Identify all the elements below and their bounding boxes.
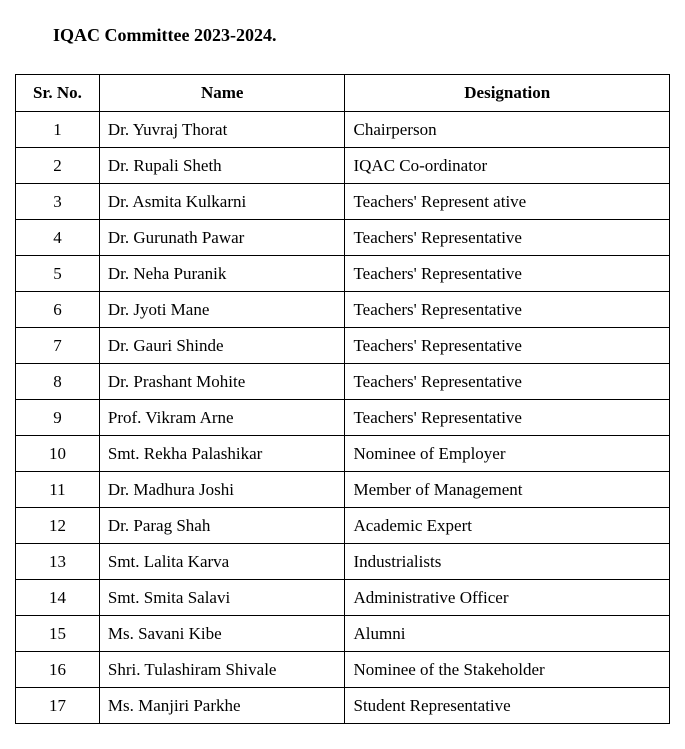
cell-name: Dr. Prashant Mohite <box>99 364 345 400</box>
cell-designation: Teachers' Representative <box>345 292 670 328</box>
cell-name: Dr. Jyoti Mane <box>99 292 345 328</box>
cell-sr-no: 6 <box>16 292 100 328</box>
table-body: 1Dr. Yuvraj ThoratChairperson2Dr. Rupali… <box>16 112 670 724</box>
cell-designation: Member of Management <box>345 472 670 508</box>
cell-sr-no: 4 <box>16 220 100 256</box>
cell-name: Smt. Rekha Palashikar <box>99 436 345 472</box>
cell-sr-no: 13 <box>16 544 100 580</box>
cell-designation: Industrialists <box>345 544 670 580</box>
cell-designation: Nominee of the Stakeholder <box>345 652 670 688</box>
cell-name: Ms. Manjiri Parkhe <box>99 688 345 724</box>
cell-name: Dr. Parag Shah <box>99 508 345 544</box>
table-row: 11Dr. Madhura JoshiMember of Management <box>16 472 670 508</box>
cell-name: Shri. Tulashiram Shivale <box>99 652 345 688</box>
cell-name: Prof. Vikram Arne <box>99 400 345 436</box>
table-row: 10Smt. Rekha PalashikarNominee of Employ… <box>16 436 670 472</box>
cell-sr-no: 8 <box>16 364 100 400</box>
table-row: 12Dr. Parag ShahAcademic Expert <box>16 508 670 544</box>
table-row: 3Dr. Asmita KulkarniTeachers' Represent … <box>16 184 670 220</box>
cell-sr-no: 12 <box>16 508 100 544</box>
page-title: IQAC Committee 2023-2024. <box>53 25 670 46</box>
cell-name: Dr. Yuvraj Thorat <box>99 112 345 148</box>
cell-name: Ms. Savani Kibe <box>99 616 345 652</box>
cell-designation: Nominee of Employer <box>345 436 670 472</box>
cell-designation: Teachers' Representative <box>345 256 670 292</box>
cell-designation: Teachers' Representative <box>345 400 670 436</box>
cell-designation: Chairperson <box>345 112 670 148</box>
table-row: 7Dr. Gauri ShindeTeachers' Representativ… <box>16 328 670 364</box>
table-row: 6Dr. Jyoti ManeTeachers' Representative <box>16 292 670 328</box>
committee-table: Sr. No. Name Designation 1Dr. Yuvraj Tho… <box>15 74 670 724</box>
cell-name: Dr. Neha Puranik <box>99 256 345 292</box>
cell-designation: IQAC Co-ordinator <box>345 148 670 184</box>
cell-sr-no: 3 <box>16 184 100 220</box>
cell-designation: Alumni <box>345 616 670 652</box>
cell-sr-no: 10 <box>16 436 100 472</box>
table-row: 1Dr. Yuvraj ThoratChairperson <box>16 112 670 148</box>
cell-designation: Teachers' Represent ative <box>345 184 670 220</box>
table-row: 2Dr. Rupali ShethIQAC Co-ordinator <box>16 148 670 184</box>
cell-designation: Student Representative <box>345 688 670 724</box>
header-designation: Designation <box>345 75 670 112</box>
cell-sr-no: 14 <box>16 580 100 616</box>
table-row: 16Shri. Tulashiram ShivaleNominee of the… <box>16 652 670 688</box>
cell-name: Smt. Lalita Karva <box>99 544 345 580</box>
cell-name: Dr. Gurunath Pawar <box>99 220 345 256</box>
cell-sr-no: 11 <box>16 472 100 508</box>
cell-sr-no: 16 <box>16 652 100 688</box>
cell-name: Dr. Rupali Sheth <box>99 148 345 184</box>
table-row: 15Ms. Savani KibeAlumni <box>16 616 670 652</box>
cell-designation: Teachers' Representative <box>345 220 670 256</box>
cell-designation: Teachers' Representative <box>345 364 670 400</box>
header-name: Name <box>99 75 345 112</box>
cell-sr-no: 15 <box>16 616 100 652</box>
cell-sr-no: 2 <box>16 148 100 184</box>
cell-name: Dr. Madhura Joshi <box>99 472 345 508</box>
cell-name: Dr. Asmita Kulkarni <box>99 184 345 220</box>
cell-name: Dr. Gauri Shinde <box>99 328 345 364</box>
table-row: 5Dr. Neha PuranikTeachers' Representativ… <box>16 256 670 292</box>
cell-sr-no: 1 <box>16 112 100 148</box>
cell-sr-no: 5 <box>16 256 100 292</box>
header-sr-no: Sr. No. <box>16 75 100 112</box>
table-row: 13Smt. Lalita KarvaIndustrialists <box>16 544 670 580</box>
cell-sr-no: 7 <box>16 328 100 364</box>
table-row: 14Smt. Smita SalaviAdministrative Office… <box>16 580 670 616</box>
table-header-row: Sr. No. Name Designation <box>16 75 670 112</box>
table-row: 9Prof. Vikram ArneTeachers' Representati… <box>16 400 670 436</box>
cell-sr-no: 9 <box>16 400 100 436</box>
cell-sr-no: 17 <box>16 688 100 724</box>
cell-designation: Administrative Officer <box>345 580 670 616</box>
cell-designation: Academic Expert <box>345 508 670 544</box>
table-row: 4Dr. Gurunath PawarTeachers' Representat… <box>16 220 670 256</box>
table-row: 17Ms. Manjiri ParkheStudent Representati… <box>16 688 670 724</box>
cell-designation: Teachers' Representative <box>345 328 670 364</box>
table-row: 8Dr. Prashant MohiteTeachers' Representa… <box>16 364 670 400</box>
cell-name: Smt. Smita Salavi <box>99 580 345 616</box>
